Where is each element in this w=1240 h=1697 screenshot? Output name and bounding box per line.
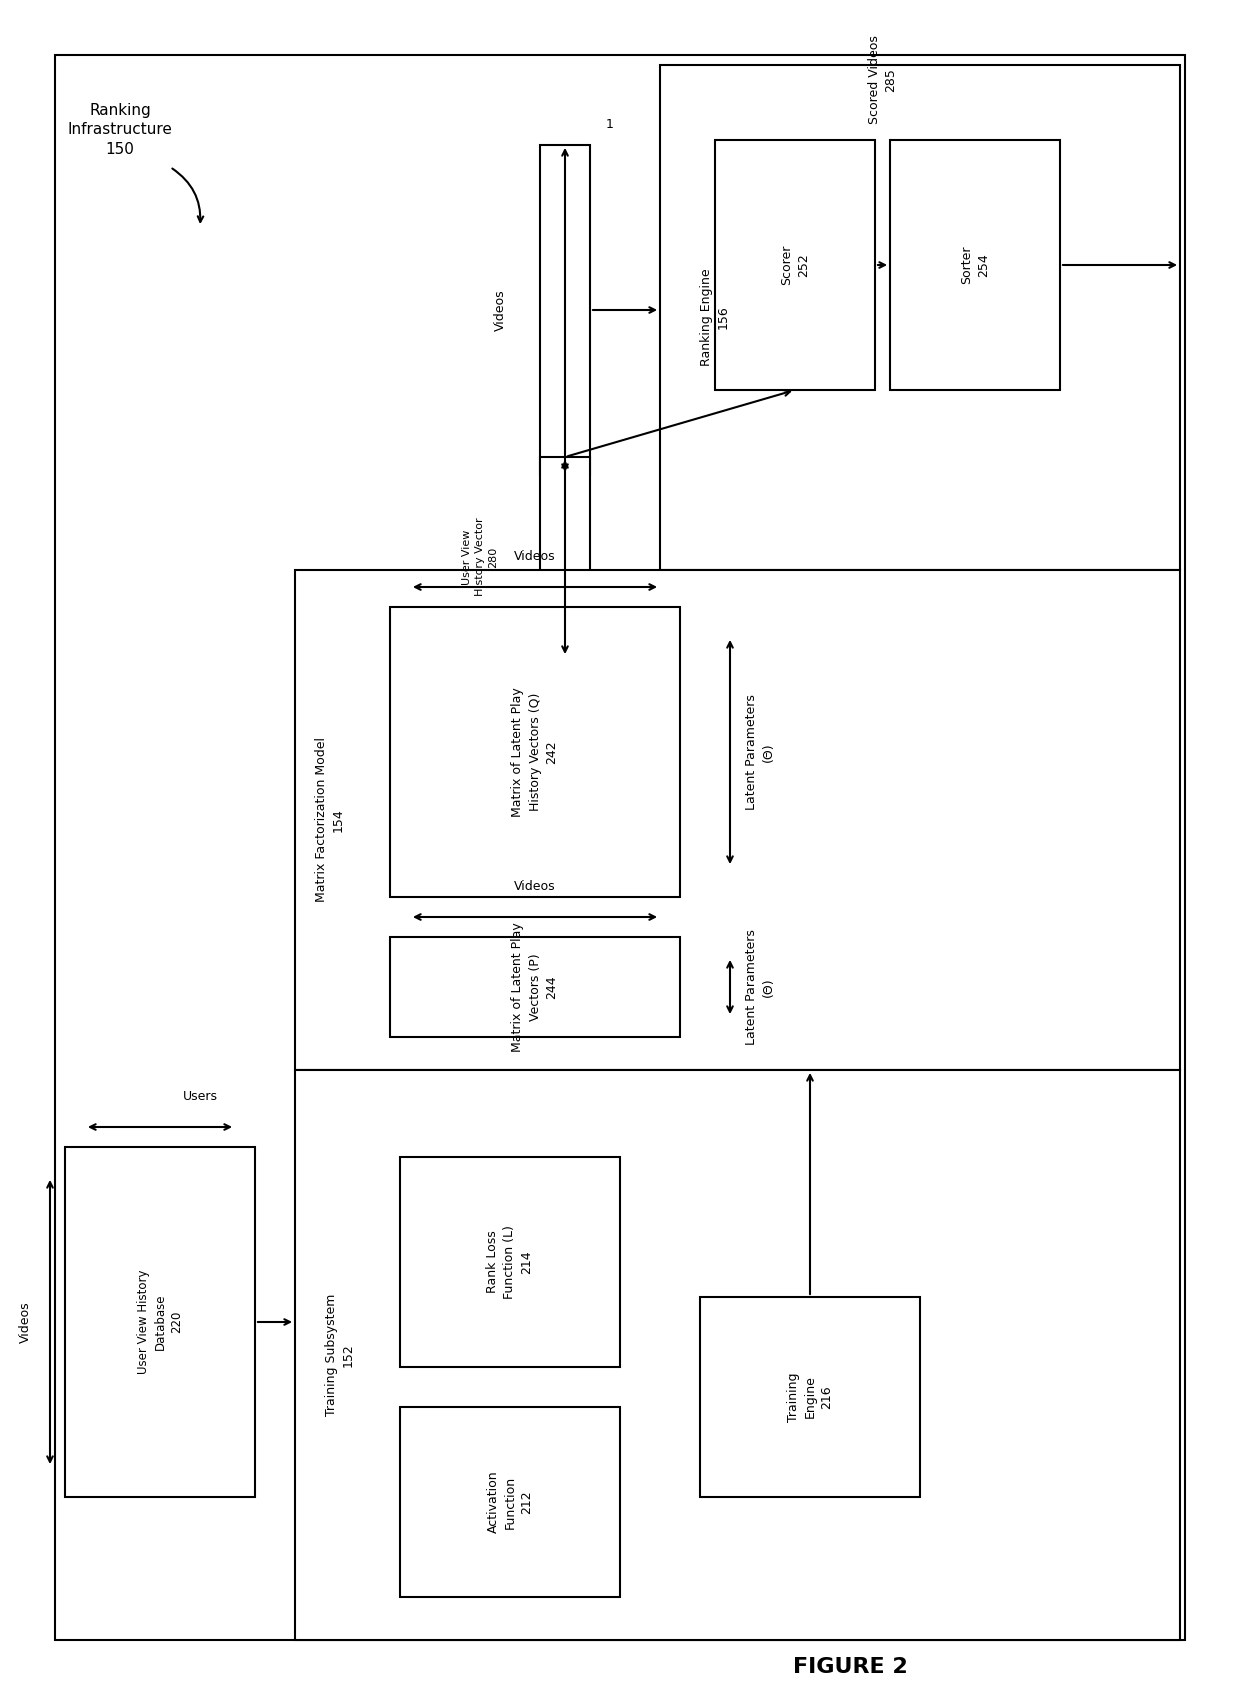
Bar <box>295 570 1180 1071</box>
Bar <box>64 1147 255 1497</box>
Bar <box>391 937 680 1037</box>
Text: Sorter
254: Sorter 254 <box>960 246 990 285</box>
Text: Ranking
Infrastructure
150: Ranking Infrastructure 150 <box>67 104 172 158</box>
Bar <box>660 64 1180 570</box>
Text: Scorer
252: Scorer 252 <box>780 244 810 285</box>
Text: Latent Parameters
(Θ): Latent Parameters (Θ) <box>745 928 775 1045</box>
Bar <box>701 1297 920 1497</box>
Bar <box>539 456 590 657</box>
Text: Matrix of Latent Play
History Vectors (Q)
242: Matrix of Latent Play History Vectors (Q… <box>511 687 558 816</box>
Bar <box>391 608 680 898</box>
Text: Latent Parameters
(Θ): Latent Parameters (Θ) <box>745 694 775 809</box>
Text: Videos: Videos <box>515 550 556 563</box>
Text: Activation
Function
212: Activation Function 212 <box>486 1471 533 1534</box>
Bar <box>715 139 875 390</box>
Bar <box>401 1407 620 1597</box>
Text: Ranking Engine
156: Ranking Engine 156 <box>701 268 730 367</box>
Text: Rank Loss
Function (L)
214: Rank Loss Function (L) 214 <box>486 1225 533 1298</box>
Bar <box>539 144 590 475</box>
Text: Scored Videos
285: Scored Videos 285 <box>868 36 898 124</box>
Text: Videos: Videos <box>19 1302 31 1342</box>
Text: Training
Engine
216: Training Engine 216 <box>786 1373 833 1422</box>
Text: Matrix of Latent Play
Vectors (P)
244: Matrix of Latent Play Vectors (P) 244 <box>511 921 558 1052</box>
Text: FIGURE 2: FIGURE 2 <box>792 1656 908 1677</box>
Bar <box>401 1157 620 1368</box>
Text: Users: Users <box>182 1091 217 1103</box>
Text: Matrix Factorization Model
154: Matrix Factorization Model 154 <box>315 738 345 903</box>
Text: Videos: Videos <box>494 288 506 331</box>
Text: Training Subsystem
152: Training Subsystem 152 <box>325 1293 355 1417</box>
Bar <box>295 1071 1180 1639</box>
Text: User View
History Vector
280: User View History Vector 280 <box>461 518 498 596</box>
Bar <box>890 139 1060 390</box>
Text: Videos: Videos <box>515 881 556 894</box>
Text: 1: 1 <box>606 119 614 131</box>
Text: User View History
Database
220: User View History Database 220 <box>136 1269 184 1375</box>
